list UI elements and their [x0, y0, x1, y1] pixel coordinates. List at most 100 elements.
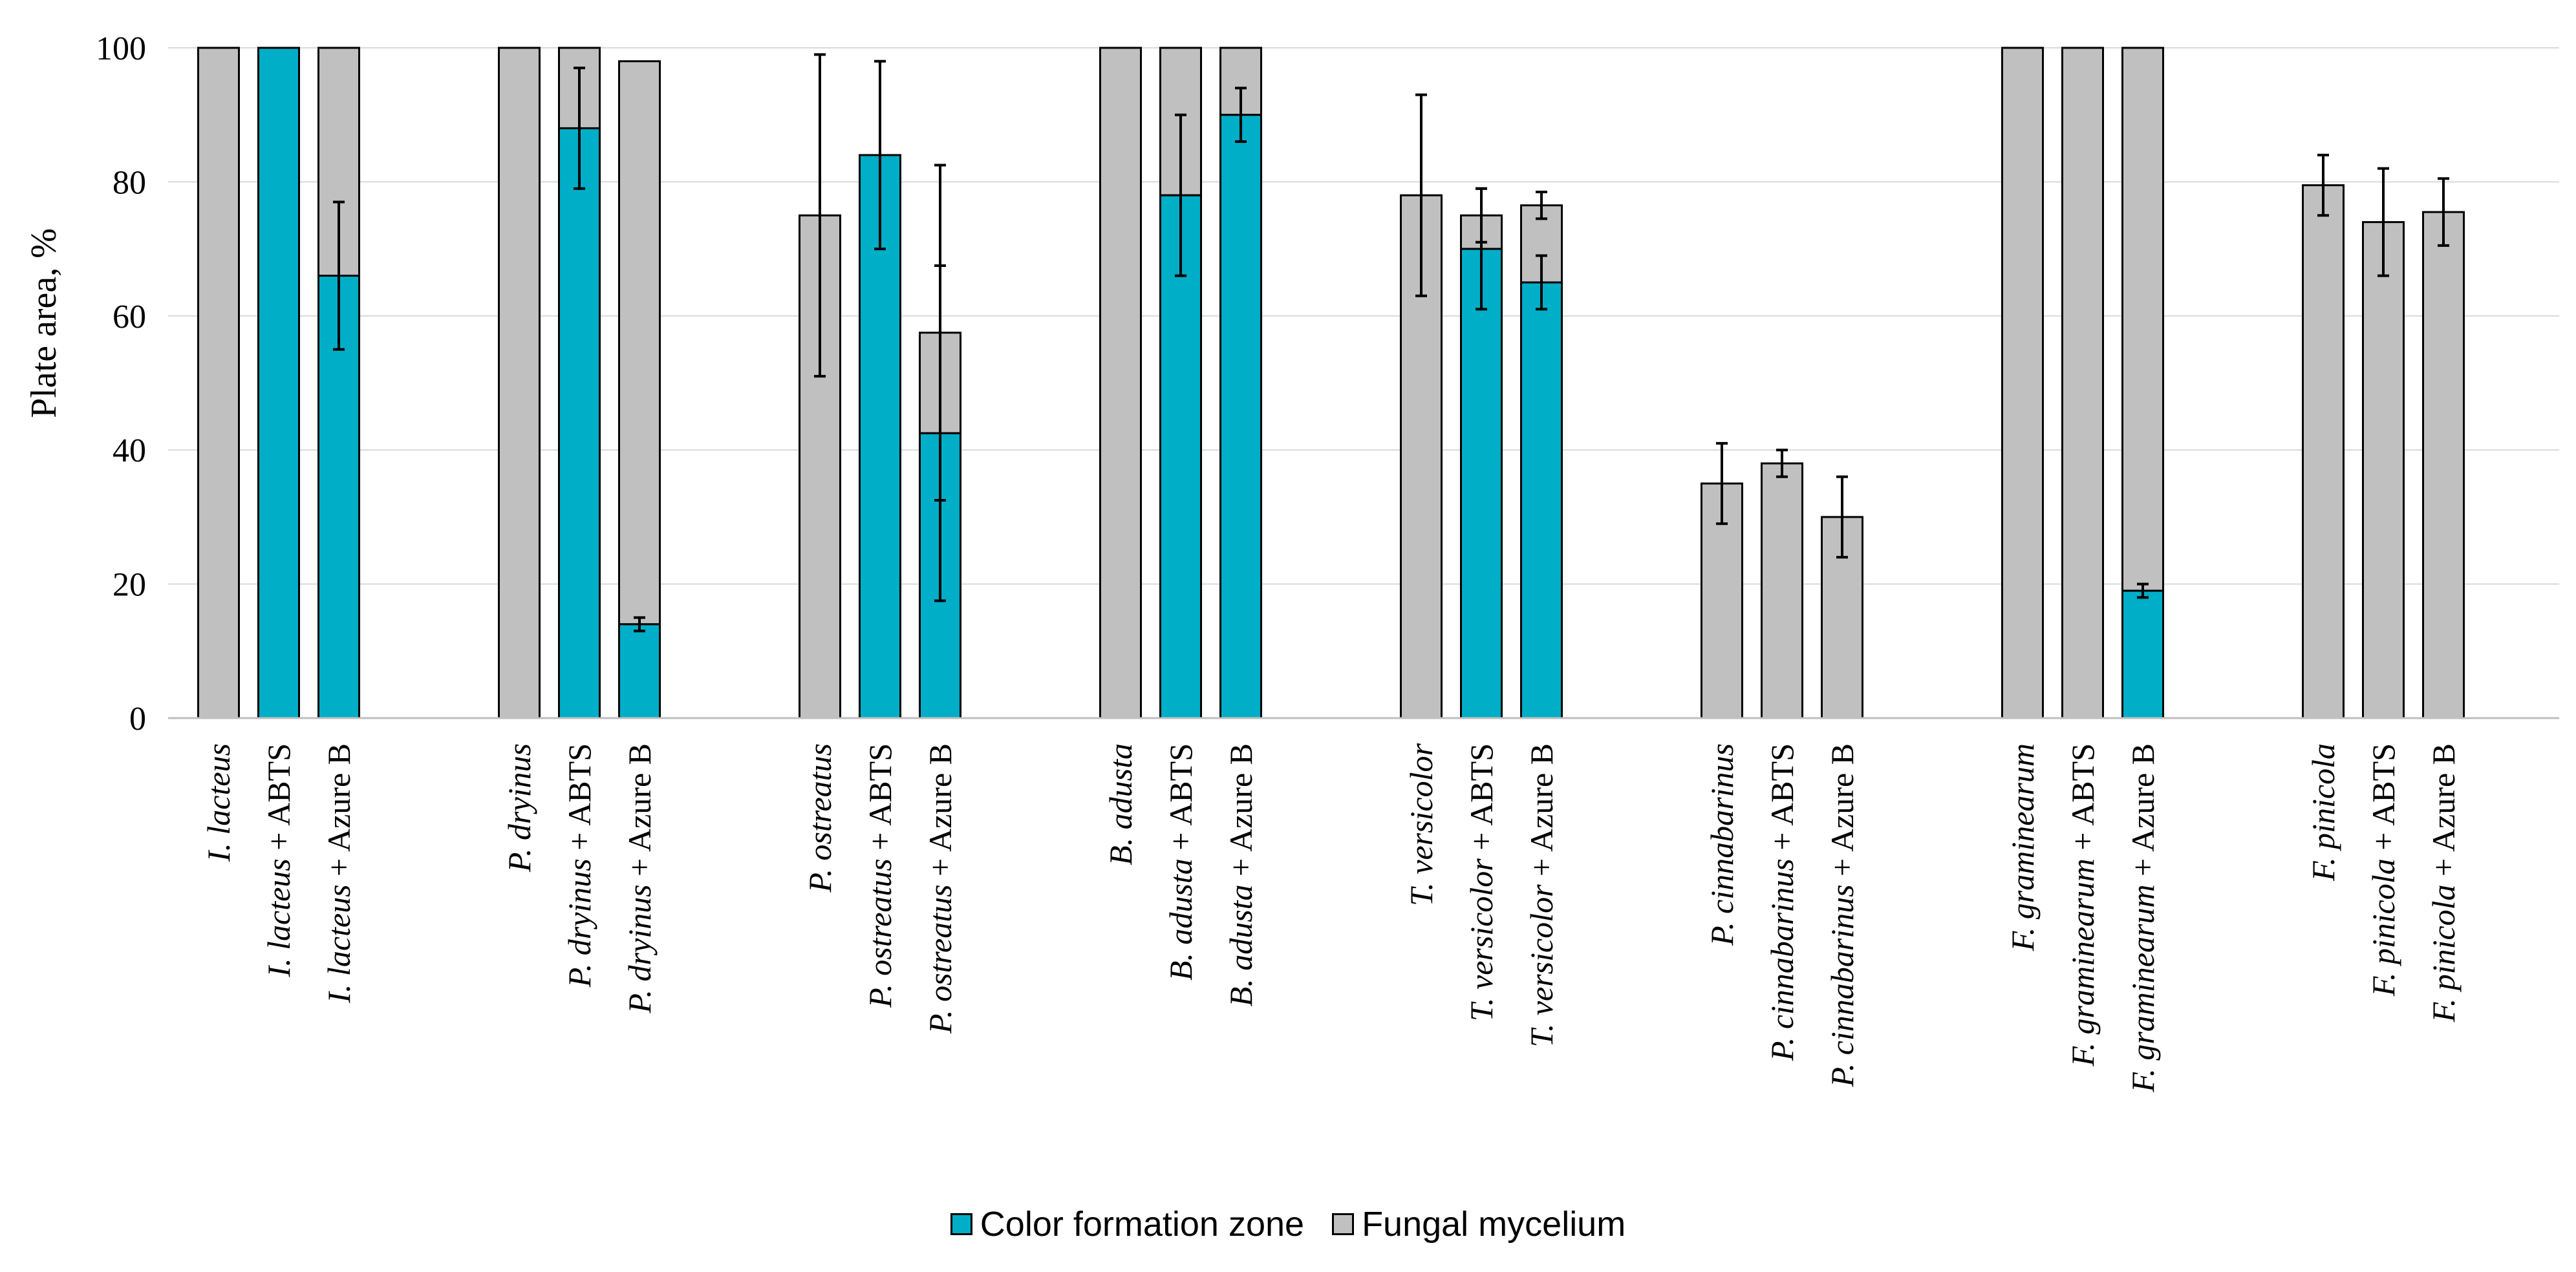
- x-tick-label-species-f-graminearum: F. graminearum: [2004, 743, 2041, 951]
- x-tick-label-p-ostreatus-azure-b: P. ostreatus + Azure B: [922, 743, 958, 1034]
- legend: Color formation zone Fungal mycelium: [0, 1203, 2576, 1244]
- error-bars: [333, 53, 2449, 633]
- x-tick-label-i-lacteus: I. lacteus: [200, 743, 237, 862]
- legend-swatch-color-formation-zone: [950, 1213, 972, 1235]
- x-tick-label-species-p-ostreatus: P. ostreatus: [802, 743, 838, 893]
- legend-label-fungal-mycelium: Fungal mycelium: [1362, 1205, 1626, 1244]
- x-tick-label-f-pinicola: F. pinicola: [2305, 743, 2341, 882]
- x-tick-label-f-graminearum-abts: F. graminearum + ABTS: [2065, 743, 2101, 1067]
- y-tick-label-20: 20: [113, 567, 146, 604]
- x-tick-label-species-t-versicolor-azure-b: T. versicolor: [1523, 884, 1560, 1047]
- x-tick-label-f-graminearum: F. graminearum: [2004, 743, 2041, 951]
- x-tick-label-b-adusta-abts: B. adusta + ABTS: [1163, 743, 1199, 980]
- x-tick-label-species-p-cinnabarinus: P. cinnabarinus: [1704, 743, 1740, 946]
- bars: [197, 47, 2465, 719]
- x-tick-label-treatment-f-graminearum-abts: + ABTS: [2065, 743, 2101, 858]
- y-axis-title: Plate area, %: [24, 228, 64, 418]
- bar-color-zone-t-versicolor-abts: [1460, 248, 1503, 719]
- x-tick-label-species-f-pinicola-azure-b: F. pinicola: [2425, 884, 2462, 1023]
- x-tick-label-p-cinnabarinus: P. cinnabarinus: [1704, 743, 1740, 946]
- x-tick-label-treatment-p-dryinus-abts: + ABTS: [561, 743, 597, 858]
- x-tick-label-species-p-cinnabarinus-abts: P. cinnabarinus: [1764, 858, 1800, 1061]
- x-tick-label-species-p-cinnabarinus-azure-b: P. cinnabarinus: [1824, 884, 1860, 1087]
- bar-mycelium-p-cinnabarinus-abts: [1761, 462, 1803, 719]
- y-tick-label-40: 40: [113, 432, 146, 469]
- bar-color-zone-b-adusta-abts: [1159, 194, 1202, 719]
- x-tick-label-b-adusta-azure-b: B. adusta + Azure B: [1223, 743, 1259, 1006]
- bar-color-zone-t-versicolor-azure-b: [1520, 281, 1563, 719]
- x-tick-label-treatment-f-graminearum-azure-b: + Azure B: [2125, 743, 2161, 884]
- x-tick-label-treatment-p-cinnabarinus-abts: + ABTS: [1764, 743, 1800, 858]
- bar-mycelium-i-lacteus: [197, 47, 240, 719]
- y-tick-label-100: 100: [96, 30, 146, 67]
- bar-mycelium-f-pinicola: [2302, 184, 2345, 719]
- bar-mycelium-f-graminearum-abts: [2061, 47, 2104, 719]
- y-tick-label-80: 80: [113, 164, 146, 201]
- bar-mycelium-f-pinicola-abts: [2362, 221, 2405, 719]
- x-tick-label-species-t-versicolor: T. versicolor: [1403, 743, 1439, 906]
- x-tick-label-species-b-adusta-azure-b: B. adusta: [1223, 884, 1259, 1006]
- x-tick-label-treatment-p-dryinus-azure-b: + Azure B: [621, 743, 658, 884]
- bar-mycelium-f-graminearum: [2001, 47, 2044, 719]
- bar-color-zone-p-dryinus-abts: [558, 127, 601, 719]
- bar-color-zone-f-graminearum-azure-b: [2121, 589, 2164, 719]
- x-tick-label-treatment-t-versicolor-azure-b: + Azure B: [1523, 743, 1560, 884]
- x-tick-label-treatment-i-lacteus-abts: + ABTS: [261, 743, 297, 858]
- y-tick-label-0: 0: [129, 701, 146, 737]
- x-tick-label-f-pinicola-abts: F. pinicola + ABTS: [2365, 743, 2401, 997]
- x-tick-label-species-p-dryinus-azure-b: P. dryinus: [621, 884, 658, 1013]
- x-tick-label-treatment-p-ostreatus-abts: + ABTS: [862, 743, 898, 858]
- x-tick-label-species-p-dryinus: P. dryinus: [501, 743, 537, 873]
- x-tick-label-species-f-pinicola: F. pinicola: [2305, 743, 2341, 882]
- bar-mycelium-p-dryinus-azure-b: [618, 60, 661, 626]
- x-tick-label-species-i-lacteus-abts: I. lacteus: [261, 858, 297, 977]
- x-tick-label-treatment-b-adusta-azure-b: + Azure B: [1223, 743, 1259, 884]
- bar-mycelium-p-dryinus: [498, 47, 541, 719]
- x-tick-label-i-lacteus-azure-b: I. lacteus + Azure B: [321, 743, 357, 1004]
- x-tick-label-species-t-versicolor-abts: T. versicolor: [1463, 858, 1499, 1021]
- bar-color-zone-p-dryinus-azure-b: [618, 623, 661, 719]
- x-tick-label-treatment-p-ostreatus-azure-b: + Azure B: [922, 743, 958, 884]
- x-tick-label-species-b-adusta: B. adusta: [1102, 743, 1139, 865]
- bar-mycelium-f-graminearum-azure-b: [2121, 47, 2164, 592]
- x-tick-label-treatment-p-cinnabarinus-azure-b: + Azure B: [1824, 743, 1860, 884]
- x-tick-label-treatment-f-pinicola-abts: + ABTS: [2365, 743, 2401, 858]
- bar-mycelium-b-adusta: [1099, 47, 1142, 719]
- y-tick-label-60: 60: [113, 299, 146, 335]
- x-tick-label-f-graminearum-azure-b: F. graminearum + Azure B: [2125, 743, 2161, 1093]
- y-axis-ticks: 0 20 40 60 80 100: [96, 30, 146, 737]
- x-tick-label-species-f-pinicola-abts: F. pinicola: [2365, 858, 2401, 997]
- legend-label-color-formation-zone: Color formation zone: [980, 1205, 1305, 1244]
- x-tick-label-species-b-adusta-abts: B. adusta: [1163, 858, 1199, 980]
- x-tick-label-b-adusta: B. adusta: [1102, 743, 1139, 865]
- x-tick-label-t-versicolor-azure-b: T. versicolor + Azure B: [1523, 743, 1560, 1047]
- x-tick-label-p-cinnabarinus-abts: P. cinnabarinus + ABTS: [1764, 743, 1800, 1061]
- x-tick-label-p-dryinus: P. dryinus: [501, 743, 537, 873]
- x-tick-label-p-cinnabarinus-azure-b: P. cinnabarinus + Azure B: [1824, 743, 1860, 1087]
- x-tick-label-t-versicolor-abts: T. versicolor + ABTS: [1463, 743, 1499, 1021]
- legend-item-fungal-mycelium: Fungal mycelium: [1332, 1204, 1626, 1244]
- x-tick-label-treatment-t-versicolor-abts: + ABTS: [1463, 743, 1499, 858]
- x-tick-label-t-versicolor: T. versicolor: [1403, 743, 1439, 906]
- x-tick-label-species-p-ostreatus-azure-b: P. ostreatus: [922, 884, 958, 1034]
- x-tick-label-p-ostreatus: P. ostreatus: [802, 743, 838, 893]
- x-tick-label-species-i-lacteus: I. lacteus: [200, 743, 237, 862]
- x-tick-label-species-p-ostreatus-abts: P. ostreatus: [862, 858, 898, 1008]
- x-tick-label-species-p-dryinus-abts: P. dryinus: [561, 858, 597, 988]
- x-tick-label-i-lacteus-abts: I. lacteus + ABTS: [261, 743, 297, 978]
- x-tick-label-species-i-lacteus-azure-b: I. lacteus: [321, 884, 357, 1003]
- x-tick-label-p-ostreatus-abts: P. ostreatus + ABTS: [862, 743, 898, 1008]
- x-tick-label-species-f-graminearum-azure-b: F. graminearum: [2125, 884, 2161, 1092]
- x-tick-label-species-f-graminearum-abts: F. graminearum: [2065, 858, 2101, 1066]
- x-tick-label-treatment-f-pinicola-azure-b: + Azure B: [2425, 743, 2462, 884]
- bar-mycelium-f-pinicola-azure-b: [2422, 211, 2465, 719]
- x-tick-label-p-dryinus-abts: P. dryinus + ABTS: [561, 743, 597, 988]
- legend-swatch-fungal-mycelium: [1332, 1213, 1355, 1235]
- x-tick-label-treatment-b-adusta-abts: + ABTS: [1163, 743, 1199, 858]
- bar-color-zone-b-adusta-azure-b: [1219, 114, 1262, 719]
- x-tick-label-p-dryinus-azure-b: P. dryinus + Azure B: [621, 743, 658, 1014]
- x-tick-label-f-pinicola-azure-b: F. pinicola + Azure B: [2425, 743, 2462, 1023]
- x-tick-label-treatment-i-lacteus-azure-b: + Azure B: [321, 743, 357, 884]
